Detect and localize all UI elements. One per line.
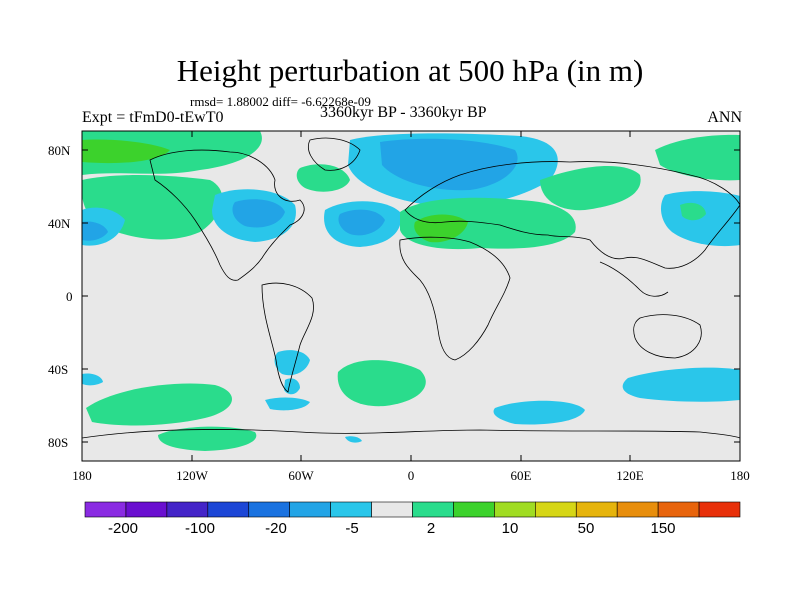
lon-label-60w: 60W	[288, 468, 314, 483]
coastline-south-america	[261, 282, 314, 393]
colorbar-box-10	[494, 501, 536, 518]
colorbar-box-0	[84, 501, 127, 518]
lon-label-0: 0	[408, 468, 415, 483]
experiment-label: Expt = tFmD0-tEwT0	[82, 109, 224, 126]
colorbar-box-13	[616, 501, 659, 518]
south-pacific-negative-region	[265, 397, 310, 411]
lat-label-0: 0	[66, 289, 73, 304]
lon-label-120w: 120W	[176, 468, 209, 483]
colorbar-label-5: 10	[502, 520, 519, 537]
lon-label-180w: 180	[72, 468, 92, 483]
south-america-negative-region	[274, 350, 310, 376]
colorbar-boxes	[84, 501, 741, 518]
season-label: ANN	[707, 109, 742, 126]
lat-axis: 80N 40N 0 40S 80S	[48, 143, 740, 450]
coastline-antarctica	[82, 429, 740, 439]
coastline-europe-asia	[404, 161, 740, 269]
south-indian-negative-region	[622, 367, 740, 402]
coastlines	[82, 137, 740, 439]
north-atlantic-negative-core	[380, 138, 518, 191]
colorbar-box-8	[412, 501, 454, 518]
south-atlantic-positive-region	[337, 360, 426, 407]
colorbar-box-1	[125, 501, 168, 518]
north-america-negative-core	[232, 199, 285, 228]
north-pacific-negative-core	[82, 221, 108, 241]
contour-field	[82, 131, 740, 451]
east-asia-positive-spot	[680, 202, 706, 221]
colorbar-label-1: -100	[185, 520, 215, 537]
colorbar: -200 -100 -20 -5 2 10 50 150	[84, 501, 741, 537]
lon-label-180e: 180	[730, 468, 750, 483]
colorbar-box-12	[575, 501, 618, 518]
greenland-positive-region	[296, 164, 350, 192]
arctic-positive-core	[82, 139, 170, 164]
lat-label-80s: 80S	[48, 435, 68, 450]
colorbar-label-4: 2	[427, 520, 435, 537]
south-pacific-positive-region	[86, 383, 232, 426]
colorbar-box-15	[698, 501, 741, 518]
colorbar-box-9	[453, 501, 495, 518]
coastline-north-america	[149, 149, 305, 281]
plot-title: Height perturbation at 500 hPa (in m)	[176, 53, 644, 88]
antarctic-negative-spot	[345, 436, 362, 443]
atlantic-negative-core	[338, 209, 385, 236]
colorbar-box-5	[289, 501, 331, 518]
lon-label-60e: 60E	[511, 468, 532, 483]
antarctic-positive-region	[158, 426, 257, 451]
lon-label-120e: 120E	[616, 468, 644, 483]
colorbar-box-14	[657, 501, 700, 518]
colorbar-label-3: -5	[345, 520, 358, 537]
lat-label-40n: 40N	[48, 216, 71, 231]
coastline-southeast-asia	[599, 261, 669, 297]
southern-ocean-negative-region	[493, 400, 585, 425]
period-label: 3360kyr BP - 3360kyr BP	[320, 104, 487, 121]
colorbar-box-7	[371, 501, 413, 518]
coastline-greenland	[308, 137, 361, 171]
colorbar-label-7: 150	[650, 520, 675, 537]
lat-label-40s: 40S	[48, 362, 68, 377]
lat-label-80n: 80N	[48, 143, 71, 158]
colorbar-box-11	[535, 501, 577, 518]
colorbar-box-6	[330, 501, 372, 518]
south-pacific-negative-spot	[82, 373, 103, 386]
asia-positive-region	[540, 165, 641, 211]
colorbar-label-6: 50	[578, 520, 595, 537]
lon-axis: 180 120W 60W 0 60E 120E 180	[72, 131, 750, 483]
colorbar-label-0: -200	[108, 520, 138, 537]
coastline-australia	[633, 314, 702, 359]
colorbar-box-3	[207, 501, 250, 518]
stats-text: rmsd= 1.88002 diff= -6.62268e-09	[190, 94, 371, 109]
colorbar-label-2: -20	[265, 520, 287, 537]
pacific-north-positive-region	[655, 134, 740, 181]
coastline-africa	[399, 236, 511, 361]
colorbar-box-2	[166, 501, 209, 518]
colorbar-box-4	[248, 501, 290, 518]
